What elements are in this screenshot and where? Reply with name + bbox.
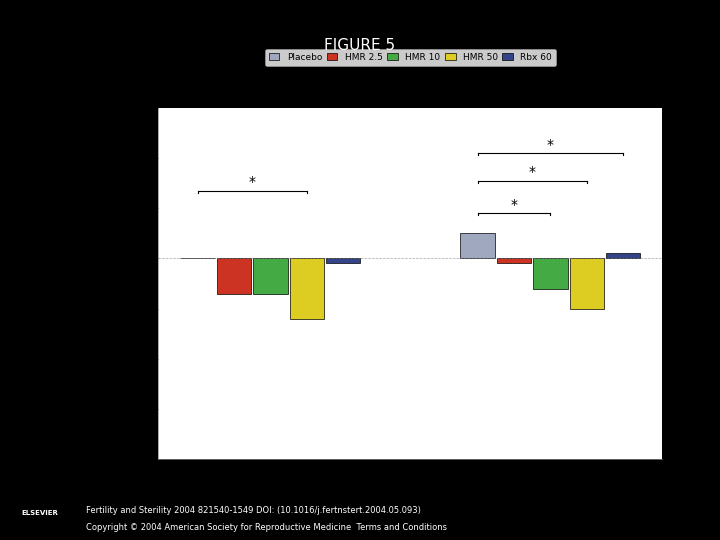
Bar xyxy=(460,233,495,259)
Bar xyxy=(606,253,641,259)
Bar xyxy=(253,259,288,294)
Text: FIGURE 5: FIGURE 5 xyxy=(325,38,395,53)
Text: *: * xyxy=(547,138,554,152)
Text: *: * xyxy=(528,165,536,179)
Bar xyxy=(533,259,567,288)
Bar xyxy=(326,259,361,264)
Text: week: week xyxy=(394,494,427,507)
Text: *: * xyxy=(510,198,518,212)
Bar xyxy=(289,259,324,319)
Bar xyxy=(570,259,604,308)
Bar xyxy=(497,259,531,264)
Bar xyxy=(217,259,251,294)
Text: ELSEVIER: ELSEVIER xyxy=(21,510,58,516)
Y-axis label: percentage change from baseline in homocysteine: percentage change from baseline in homoc… xyxy=(112,151,122,416)
Legend: Placebo, HMR 2.5, HMR 10, HMR 50, Rbx 60: Placebo, HMR 2.5, HMR 10, HMR 50, Rbx 60 xyxy=(265,49,556,65)
Text: Copyright © 2004 American Society for Reproductive Medicine  Terms and Condition: Copyright © 2004 American Society for Re… xyxy=(86,523,447,532)
Text: Fertility and Sterility 2004 821540-1549 DOI: (10.1016/j.fertnstert.2004.05.093): Fertility and Sterility 2004 821540-1549… xyxy=(86,506,421,515)
Text: *: * xyxy=(248,176,256,189)
